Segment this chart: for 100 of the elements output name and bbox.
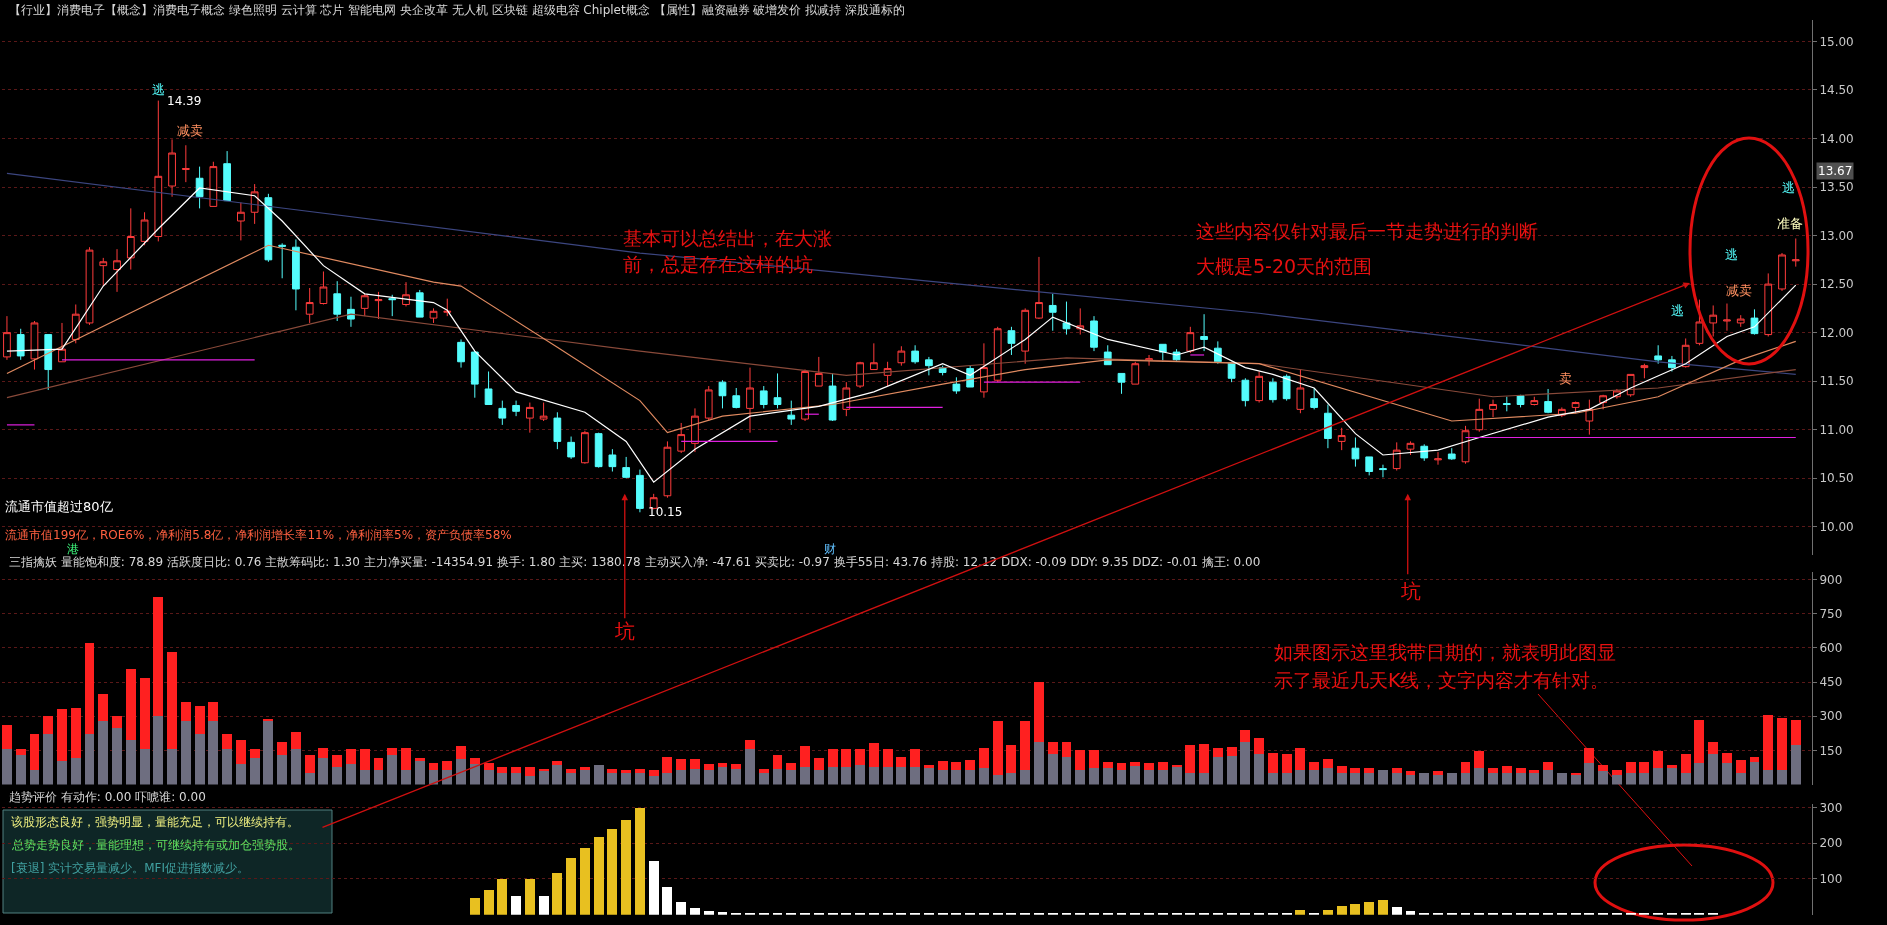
bar <box>1556 772 1567 785</box>
bar <box>1089 750 1099 769</box>
bar <box>841 767 852 785</box>
bar <box>1061 757 1072 785</box>
bar <box>346 764 356 785</box>
bar <box>951 762 962 770</box>
bar <box>70 708 81 758</box>
candlestick <box>443 298 452 317</box>
bar <box>153 715 164 785</box>
bar <box>1694 719 1705 764</box>
y-tick-label: 10.00 <box>1819 520 1854 535</box>
bar <box>1391 768 1402 773</box>
candlestick <box>608 448 617 472</box>
annotation: 这些内容仅针对最后一节走势进行的判断 <box>1196 220 1538 242</box>
bar <box>1226 756 1237 785</box>
bar <box>1639 772 1650 785</box>
candlestick <box>99 257 108 287</box>
bar <box>1116 763 1127 770</box>
candlestick <box>1723 303 1731 332</box>
candlestick <box>16 328 25 361</box>
bar <box>304 772 315 785</box>
bar <box>1336 906 1347 915</box>
candlestick <box>264 193 273 263</box>
bar <box>566 768 577 773</box>
bar <box>139 677 150 749</box>
bar <box>1075 769 1086 785</box>
bar <box>579 767 590 771</box>
bar <box>1336 766 1347 773</box>
chart-title: 【行业】消费电子【概念】消费电子概念 绿色照明 云计算 芯片 智能电网 央企改革 无人机 区块链 超级电容 Chiplet概念 【属性】融资融券 破增发价 拟减持 深股通标的 <box>9 3 905 17</box>
candlestick <box>1406 440 1415 456</box>
candlestick <box>1530 396 1539 406</box>
bar <box>1433 771 1443 776</box>
bar <box>442 760 453 771</box>
bar <box>1515 768 1526 773</box>
bar <box>1722 763 1732 785</box>
bar <box>1006 745 1017 773</box>
bar <box>1309 762 1320 770</box>
bar <box>607 829 618 915</box>
candlestick <box>250 183 259 225</box>
bar <box>937 770 948 785</box>
bar <box>1529 769 1540 773</box>
bar <box>1309 769 1320 785</box>
bar <box>1735 772 1746 785</box>
candlestick <box>1365 456 1374 476</box>
bar <box>1543 769 1554 785</box>
bar <box>676 901 687 915</box>
candlestick <box>237 202 245 241</box>
bar <box>648 770 659 777</box>
bar <box>1336 772 1347 785</box>
annotation: 逃 <box>1782 180 1795 195</box>
y-tick-label: 150 <box>1819 743 1843 758</box>
y-tick-label: 13.50 <box>1819 180 1854 195</box>
bar <box>1570 775 1581 785</box>
candlestick <box>168 138 176 198</box>
bar <box>1364 768 1375 773</box>
bar <box>277 754 288 785</box>
bar <box>1680 754 1691 773</box>
bar <box>978 748 989 769</box>
bar <box>43 733 54 785</box>
bar <box>731 764 742 769</box>
bar <box>1584 763 1595 785</box>
bar <box>593 836 604 915</box>
bar <box>469 897 480 915</box>
bar <box>552 760 563 766</box>
annotation: 减卖 <box>1726 283 1752 298</box>
candlestick <box>1186 326 1195 354</box>
bar <box>511 772 522 785</box>
bar <box>593 765 604 785</box>
y-tick-label: 300 <box>1819 709 1843 724</box>
bar <box>524 879 535 915</box>
bar <box>1790 719 1801 746</box>
bar <box>235 764 246 785</box>
candlestick <box>1007 326 1016 356</box>
candlestick <box>539 402 548 422</box>
bar <box>98 694 109 722</box>
bar <box>359 748 370 771</box>
candlestick <box>30 320 39 371</box>
bar <box>607 768 618 773</box>
candlestick <box>718 379 727 409</box>
bar <box>208 702 219 722</box>
bar <box>566 772 577 785</box>
candlestick <box>1475 398 1484 433</box>
bar <box>634 808 645 915</box>
annotation: 前，总是存在这样的坑 <box>623 253 813 275</box>
bar <box>992 721 1003 776</box>
bar <box>634 772 645 785</box>
bar <box>1295 748 1306 770</box>
candlestick <box>1282 373 1291 402</box>
bar <box>511 896 522 915</box>
candlestick <box>292 238 300 311</box>
bar <box>497 767 508 773</box>
annotation: 14.39 <box>167 94 202 108</box>
candlestick <box>1434 451 1442 466</box>
bar <box>1254 754 1265 785</box>
bar <box>1722 753 1732 764</box>
bar <box>15 748 26 755</box>
bar <box>910 767 921 785</box>
bar <box>1405 775 1416 785</box>
bar <box>387 747 398 755</box>
bar <box>1653 751 1664 769</box>
